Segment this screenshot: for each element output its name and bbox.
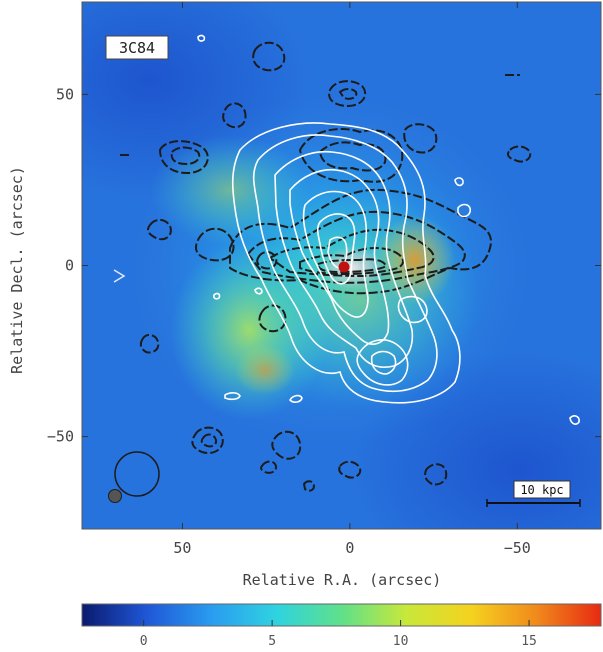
- source-label: 3C84: [105, 35, 169, 60]
- x-tick-label: 0: [345, 539, 354, 557]
- x-axis-ticks: 50 0 −50: [173, 2, 531, 557]
- colorbar-tick-label: 5: [268, 634, 276, 649]
- colorbar: [81, 603, 602, 627]
- colorbar-tick-label: 15: [521, 634, 537, 649]
- y-axis-ticks: 50 0 −50: [47, 85, 601, 446]
- x-tick-label: 50: [173, 539, 191, 557]
- scale-bar: 10 kpc: [486, 480, 581, 507]
- beam-dot: [108, 489, 122, 503]
- y-tick-label: 50: [56, 85, 74, 103]
- colorbar-ticks: 0 5 10 15: [140, 620, 537, 649]
- colorbar-tick-label: 10: [393, 634, 409, 649]
- radio-core-marker: [338, 261, 350, 273]
- y-tick-label: −50: [47, 428, 74, 446]
- chevron-right-icon: [113, 269, 126, 283]
- source-label-text: 3C84: [119, 39, 155, 57]
- scale-bar-label: 10 kpc: [520, 483, 563, 497]
- x-axis-title: Relative R.A. (arcsec): [243, 571, 442, 589]
- x-tick-label: −50: [504, 539, 531, 557]
- beam-circle-outline: [114, 451, 160, 497]
- radio-contours-white: [197, 34, 580, 425]
- colorbar-tick-label: 0: [140, 634, 148, 649]
- xray-image: [82, 2, 601, 529]
- y-axis-title: Relative Decl. (arcsec): [8, 166, 26, 374]
- y-tick-label: 0: [65, 257, 74, 275]
